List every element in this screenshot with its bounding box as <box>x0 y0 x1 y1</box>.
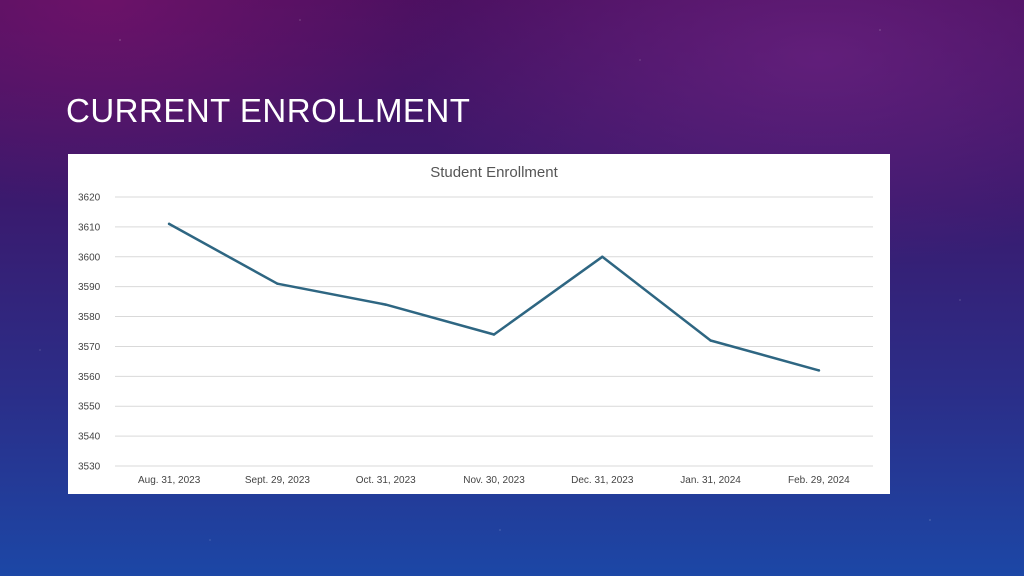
chart-container: Student Enrollment 3530 3540 3550 3560 3570 3… <box>68 154 890 494</box>
x-tick-label: Sept. 29, 2023 <box>245 475 310 486</box>
data-point-5 <box>709 339 712 342</box>
data-point-2 <box>384 303 387 306</box>
data-point-6 <box>817 369 821 372</box>
data-point-0 <box>167 222 171 226</box>
grid-lines <box>115 196 873 467</box>
data-point-3 <box>492 333 496 336</box>
x-tick-label: Aug. 31, 2023 <box>138 475 201 486</box>
chart-title: Student Enrollment <box>430 164 558 181</box>
y-tick-label: 3590 <box>78 282 101 293</box>
x-tick-label: Dec. 31, 2023 <box>571 475 634 486</box>
data-point-1 <box>276 282 279 285</box>
y-tick-label: 3570 <box>78 342 101 353</box>
series-layer <box>167 222 821 372</box>
y-axis-ticks: 3530 3540 3550 3560 3570 3580 3590 3600 3610 3620 <box>78 193 101 473</box>
x-tick-label: Oct. 31, 2023 <box>356 475 416 486</box>
x-axis-ticks: Aug. 31, 2023 Sept. 29, 2023 Oct. 31, 2023… <box>138 475 850 486</box>
y-tick-label: 3530 <box>78 462 101 473</box>
x-tick-label: Jan. 31, 2024 <box>680 475 741 486</box>
x-tick-label: Nov. 30, 2023 <box>463 475 525 486</box>
y-tick-label: 3560 <box>78 372 101 383</box>
y-tick-label: 3580 <box>78 312 101 323</box>
y-tick-label: 3610 <box>78 222 101 233</box>
line-chart: Student Enrollment 353035403550356035703… <box>78 164 873 486</box>
y-tick-label: 3600 <box>78 252 101 263</box>
y-tick-label: 3550 <box>78 402 101 413</box>
y-tick-label: 3620 <box>78 193 101 204</box>
series-line-0 <box>167 222 821 372</box>
slide-title: CURRENT ENROLLMENT <box>66 92 471 129</box>
data-point-4 <box>601 255 604 259</box>
x-tick-label: Feb. 29, 2024 <box>788 475 850 486</box>
y-tick-label: 3540 <box>78 432 101 443</box>
